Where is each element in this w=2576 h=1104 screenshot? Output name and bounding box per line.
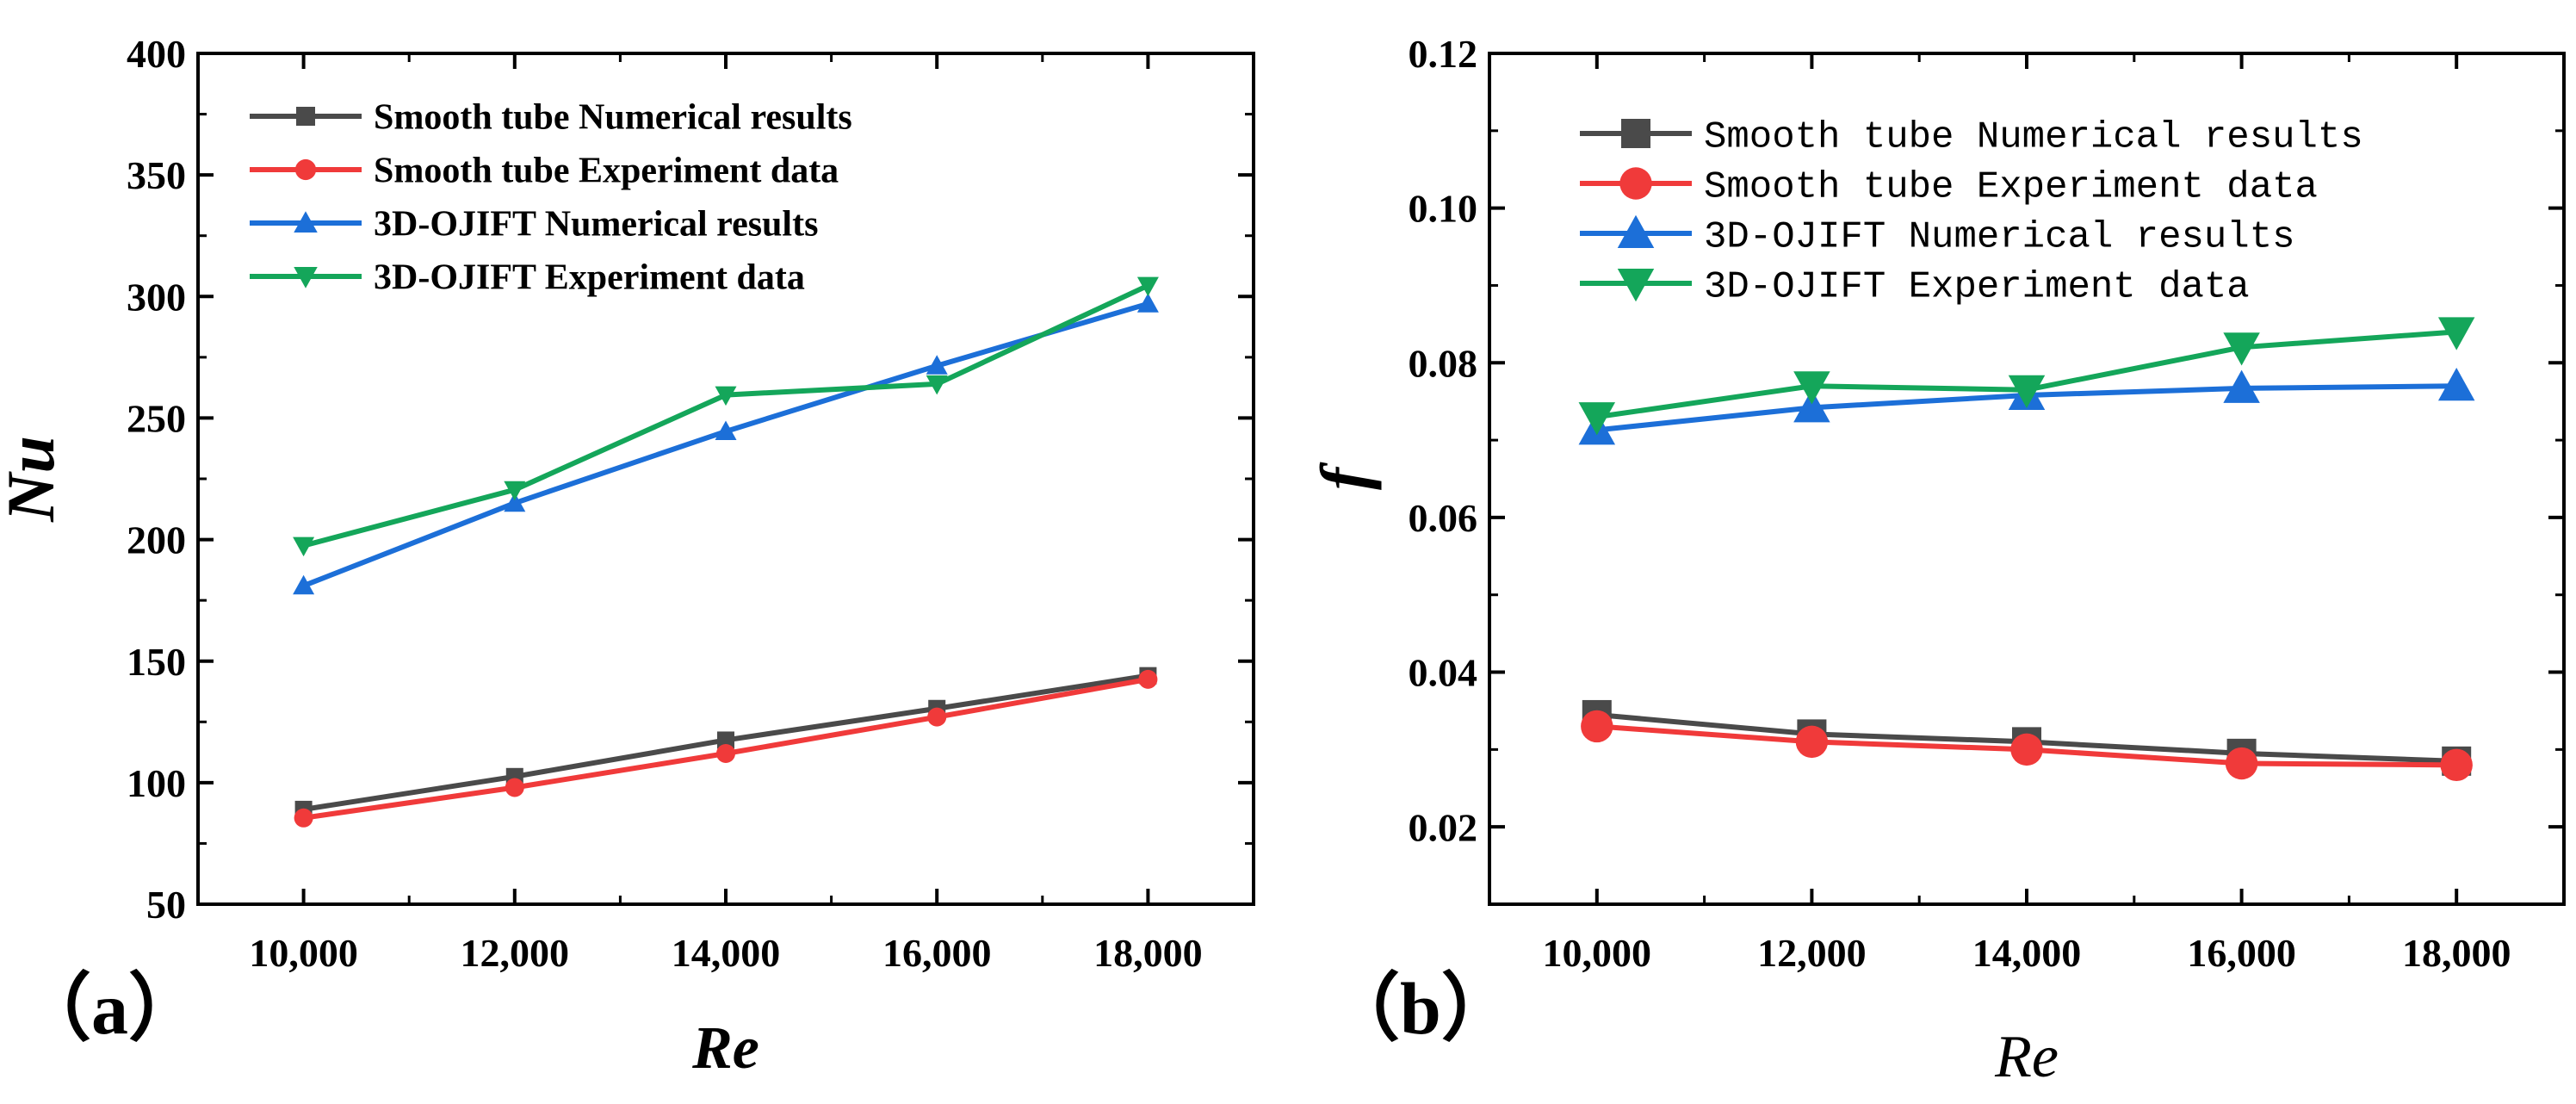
y-tick-label: 0.08 — [1409, 341, 1478, 385]
x-axis-label: Re — [691, 1015, 759, 1082]
y-tick-label: 150 — [127, 640, 186, 684]
panel-b-chart: 0.02 0.04 0.06 0.08 0.10 0.12 10,000 12,000 14,0… — [1307, 32, 2566, 1090]
data-point — [1578, 402, 1616, 436]
legend-marker — [294, 267, 318, 288]
data-point — [504, 481, 526, 501]
legend-label: 3D-OJIFT Experiment data — [1704, 265, 2250, 308]
data-point — [2225, 747, 2258, 780]
data-point — [717, 731, 734, 749]
data-point — [2440, 748, 2473, 782]
y-tick-label: 250 — [127, 397, 186, 441]
data-point — [716, 743, 735, 763]
legend-marker — [1617, 214, 1655, 248]
panel-a-chart: 50 100 150 200 250 300 350 400 10,000 12,000 14,00… — [0, 32, 1255, 1082]
legend-label: 3D-OJIFT Experiment data — [374, 258, 805, 298]
legend-label: Smooth tube Numerical results — [1704, 115, 2363, 158]
x-tick-label: 10,000 — [249, 931, 358, 975]
y-axis-label: Nu — [0, 436, 68, 523]
legend-label: Smooth tube Numerical results — [374, 98, 852, 138]
x-tick-label: 14,000 — [672, 931, 781, 975]
data-point — [1793, 371, 1830, 405]
y-tick-label: 400 — [127, 32, 186, 76]
data-point — [715, 420, 737, 440]
data-point — [926, 355, 948, 375]
legend-label: Smooth tube Experiment data — [374, 152, 839, 191]
x-tick-label: 14,000 — [1972, 931, 2082, 975]
data-point — [2010, 733, 2043, 766]
legend-marker — [1617, 269, 1655, 302]
legend-marker — [296, 107, 315, 126]
x-tick-label: 12,000 — [461, 931, 570, 975]
data-point — [293, 536, 315, 557]
legend-label: 3D-OJIFT Numerical results — [1704, 215, 2295, 258]
y-tick-label: 0.12 — [1409, 32, 1478, 76]
legend-label: 3D-OJIFT Numerical results — [374, 205, 818, 245]
x-tick-label: 10,000 — [1543, 931, 1652, 975]
x-axis-label: Re — [1994, 1024, 2059, 1090]
data-point — [927, 707, 947, 727]
data-point — [2008, 375, 2046, 408]
data-point — [1138, 669, 1158, 689]
y-tick-label: 200 — [127, 518, 186, 562]
data-point — [715, 386, 737, 406]
data-point — [2223, 332, 2260, 366]
x-tick-label: 16,000 — [882, 931, 992, 975]
data-point — [2223, 369, 2260, 403]
data-point — [1581, 710, 1613, 743]
y-tick-label: 0.06 — [1409, 496, 1478, 540]
panel-label: （b） — [1326, 967, 1515, 1050]
legend-marker — [1621, 119, 1650, 148]
y-tick-label: 300 — [127, 275, 186, 319]
y-tick-label: 0.10 — [1409, 187, 1478, 231]
data-point — [926, 375, 948, 395]
panel-label: （a） — [17, 967, 202, 1050]
data-point — [2437, 367, 2475, 401]
series-line — [302, 282, 1149, 549]
data-point — [1793, 389, 1830, 423]
data-point — [2437, 317, 2475, 350]
legend-marker — [1619, 167, 1652, 200]
y-axis-label: f — [1307, 462, 1382, 490]
y-tick-label: 50 — [146, 883, 186, 927]
legend-marker — [294, 211, 318, 233]
legend-label: Smooth tube Experiment data — [1704, 165, 2318, 208]
x-tick-label: 12,000 — [1757, 931, 1867, 975]
y-tick-label: 0.02 — [1409, 805, 1478, 849]
y-tick-label: 0.04 — [1409, 651, 1478, 695]
data-point — [294, 808, 313, 828]
data-point — [293, 574, 315, 595]
x-tick-label: 16,000 — [2187, 931, 2296, 975]
data-point — [1795, 725, 1829, 759]
data-point — [505, 778, 524, 797]
y-tick-label: 350 — [127, 153, 186, 197]
x-tick-label: 18,000 — [1093, 931, 1203, 975]
x-tick-label: 18,000 — [2402, 931, 2511, 975]
data-point — [1136, 293, 1159, 313]
legend-marker — [294, 158, 317, 181]
data-point — [504, 492, 526, 512]
y-tick-label: 100 — [127, 761, 186, 805]
data-point — [1136, 276, 1159, 297]
